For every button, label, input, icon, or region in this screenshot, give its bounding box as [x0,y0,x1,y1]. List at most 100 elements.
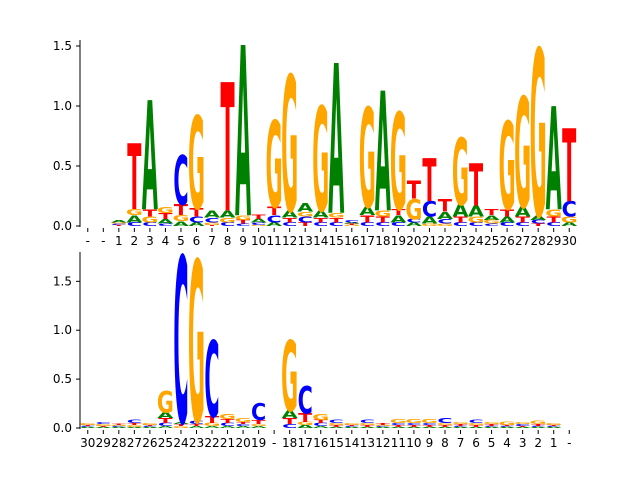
logo-letter-A: A [282,408,298,420]
logo-letter-G: G [405,193,422,226]
logo-letter-G: G [141,215,158,225]
x-tick-label: 3 [146,234,154,248]
logo-letter-A: A [359,427,376,429]
x-tick-label: 25 [484,234,499,248]
logo-letter-T: T [174,424,188,427]
logo-letter-A: A [546,427,563,429]
logo-letter-A: A [251,426,268,429]
logo-letter-G: G [219,413,236,421]
logo-letter-G: G [266,98,283,236]
logo-letter-T: T [81,425,95,427]
x-tick-label: 19 [391,234,406,248]
x-tick-label: 14 [313,234,328,248]
x-tick-label: 13 [298,234,313,248]
logo-letter-T: T [314,419,329,424]
logo-letter-A: A [437,210,454,222]
logo-letter-C: C [313,422,328,427]
logo-letter-T: T [205,414,219,425]
logo-letter-T: T [453,215,467,225]
logo-letter-T: T [500,207,514,219]
logo-letter-A: A [406,427,423,429]
logo-letter-T: T [252,213,267,221]
logo-letter-A: A [220,208,237,220]
x-tick-label: 8 [224,234,232,248]
logo-letter-G: G [297,210,314,218]
y-tick-label: 1.5 [53,274,72,288]
logo-letter-T: T [345,425,359,427]
logo-letter-C: C [251,222,266,226]
logo-letter-G: G [514,68,531,243]
logo-letter-G: G [436,223,453,227]
logo-letter-T: T [562,109,576,225]
logo-letter-A: A [375,57,391,249]
logo-letter-A: A [313,426,330,429]
logo-letter-C: C [251,400,266,426]
y-tick-label: 0.5 [53,159,72,173]
x-tick-label: 27 [127,436,142,450]
logo-letter-A: A [453,202,470,220]
logo-letter-C: C [546,426,561,428]
logo-letter-A: A [406,221,423,227]
logo-letter-A: A [328,427,345,429]
logo-letter-C: C [437,218,452,226]
logo-letter-T: T [314,216,329,224]
logo-letter-T: T [407,425,421,428]
logo-letter-G: G [452,119,469,227]
logo-letter-T: T [189,205,204,219]
x-tick-label: - [86,234,90,248]
x-tick-label: 11 [391,436,406,450]
logo-letter-G: G [343,225,360,227]
logo-letter-T: T [422,147,436,215]
logo-letter-A: A [220,426,237,429]
logo-letter-T: T [500,425,514,427]
logo-letter-A: A [530,427,547,429]
logo-letter-G: G [172,213,189,223]
logo-letter-T: T [96,426,110,428]
logo-letter-G: G [157,205,174,215]
logo-letter-T: T [391,425,405,428]
logo-letter-A: A [188,221,205,227]
logo-letter-C: C [220,422,235,427]
logo-letter-C: C [453,426,468,428]
x-tick-label: 1 [115,234,123,248]
logo-letter-G: G [110,425,127,427]
logo-letter-T: T [547,215,561,225]
logo-letter-A: A [530,214,546,222]
x-tick-label: 19 [251,436,266,450]
logo-letter-C: C [111,426,126,428]
logo-letter-G: G [436,423,453,426]
x-tick-label: 29 [546,234,561,248]
logo-letter-G: G [281,39,298,255]
logo-letter-T: T [127,126,141,231]
x-tick-label: 23 [189,436,204,450]
logo-letter-A: A [344,222,361,224]
logo-letter-T: T [485,207,499,217]
logo-letter-C: C [96,422,111,425]
logo-letter-A: A [142,427,159,429]
logo-letter-G: G [141,423,158,426]
logo-letter-C: C [158,223,173,227]
logo-letter-A: A [453,427,470,429]
logo-letter-C: C [329,221,344,227]
logo-letter-A: A [188,426,205,429]
logo-letter-T: T [283,216,298,224]
logo-letter-T: T [174,202,189,219]
y-tick-label: 0.5 [53,372,72,386]
logo-letter-T: T [376,423,390,426]
logo-letter-G: G [219,216,236,224]
x-tick-label: 17 [360,234,375,248]
logo-letter-G: G [514,422,531,425]
x-tick-label: 20 [235,436,250,450]
logo-letter-C: C [298,380,313,423]
logo-letter-G: G [530,420,547,425]
logo-letter-G: G [343,423,360,426]
logo-letter-C: C [189,215,204,225]
logo-letter-C: C [484,426,499,428]
logo-letter-T: T [531,424,545,427]
logo-letter-G: G [530,4,547,270]
logo-letter-T: T [329,216,344,224]
logo-letter-T: T [143,425,157,427]
logo-letter-C: C [391,221,406,227]
logo-letter-G: G [126,425,143,428]
logo-letter-C: C [267,213,282,225]
